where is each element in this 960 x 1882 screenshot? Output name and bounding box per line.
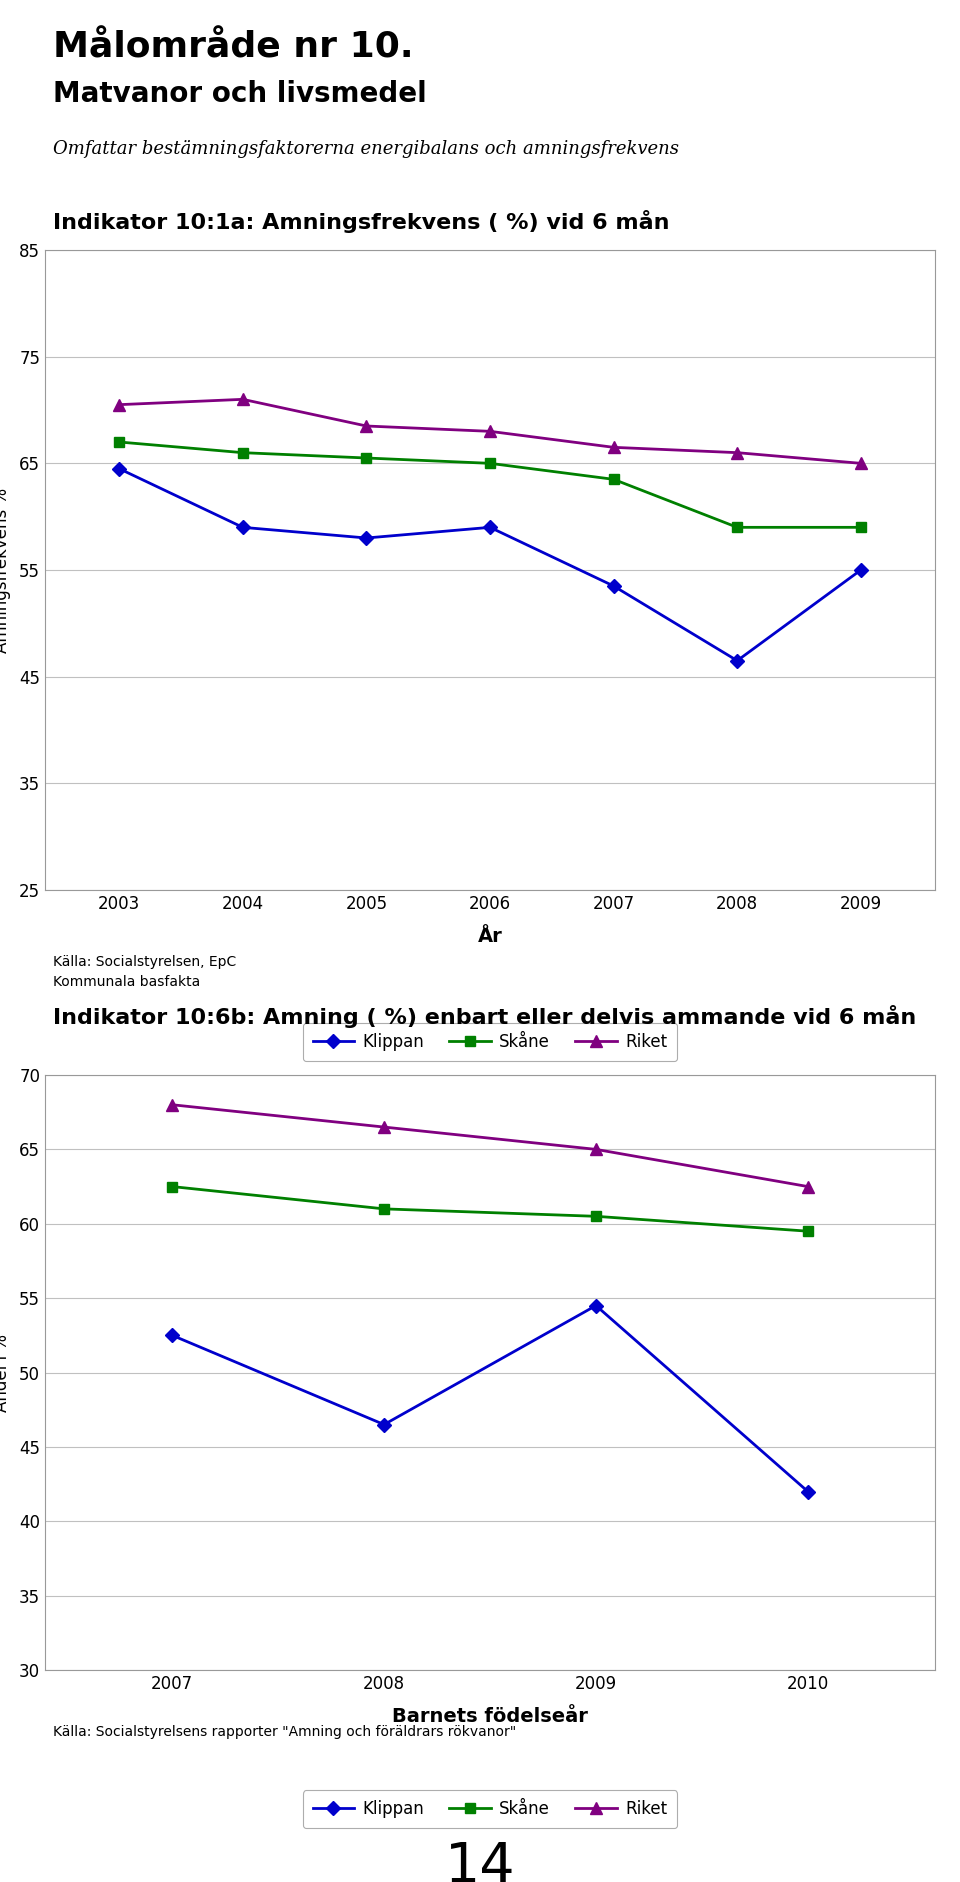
Text: Källa: Socialstyrelsen, EpC: Källa: Socialstyrelsen, EpC: [53, 954, 236, 969]
X-axis label: Barnets födelseår: Barnets födelseår: [392, 1707, 588, 1726]
Y-axis label: Andel i %: Andel i %: [0, 1334, 11, 1412]
X-axis label: År: År: [478, 926, 502, 947]
Text: Källa: Socialstyrelsens rapporter "Amning och föräldrars rökvanor": Källa: Socialstyrelsens rapporter "Amnin…: [53, 1726, 516, 1739]
Legend: Klippan, Skåne, Riket: Klippan, Skåne, Riket: [302, 1022, 678, 1061]
Text: Målområde nr 10.: Målområde nr 10.: [53, 30, 414, 64]
Text: Indikator 10:1a: Amningsfrekvens ( %) vid 6 mån: Indikator 10:1a: Amningsfrekvens ( %) vi…: [53, 211, 669, 233]
Text: Kommunala basfakta: Kommunala basfakta: [53, 975, 200, 990]
Y-axis label: Amningsfrekvens %: Amningsfrekvens %: [0, 487, 11, 653]
Legend: Klippan, Skåne, Riket: Klippan, Skåne, Riket: [302, 1790, 678, 1827]
Text: Indikator 10:6b: Amning ( %) enbart eller delvis ammande vid 6 mån: Indikator 10:6b: Amning ( %) enbart elle…: [53, 1005, 916, 1028]
Text: Matvanor och livsmedel: Matvanor och livsmedel: [53, 81, 426, 107]
Text: Omfattar bestämningsfaktorerna energibalans och amningsfrekvens: Omfattar bestämningsfaktorerna energibal…: [53, 139, 679, 158]
Text: 14: 14: [444, 1841, 516, 1882]
